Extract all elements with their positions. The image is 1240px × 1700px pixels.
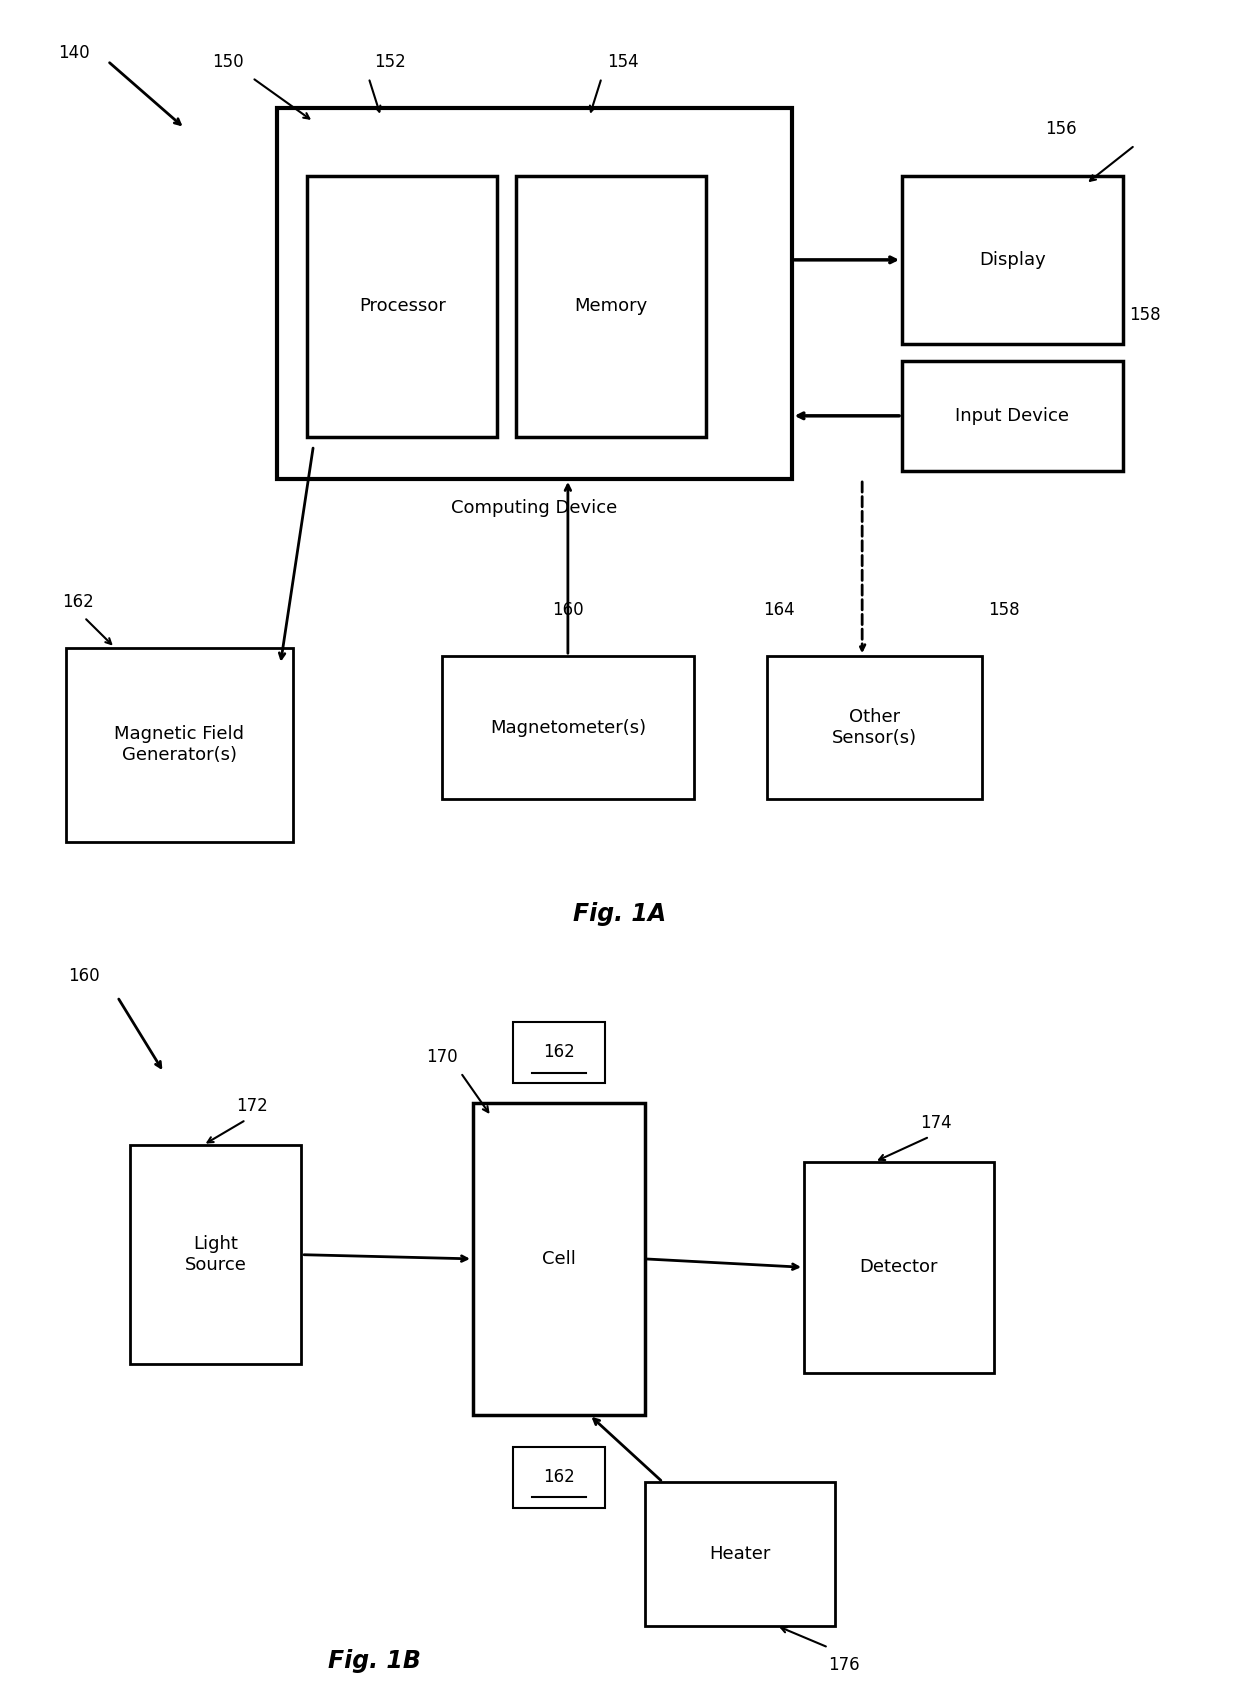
- Text: 162: 162: [62, 593, 94, 610]
- Text: 170: 170: [427, 1047, 458, 1066]
- Text: 156: 156: [1045, 121, 1078, 138]
- Text: 174: 174: [920, 1114, 951, 1132]
- Text: Fig. 1B: Fig. 1B: [329, 1649, 422, 1673]
- Text: Memory: Memory: [574, 298, 647, 314]
- Text: Other
Sensor(s): Other Sensor(s): [832, 709, 918, 748]
- Text: 158: 158: [1128, 306, 1161, 325]
- FancyBboxPatch shape: [277, 109, 791, 479]
- FancyBboxPatch shape: [129, 1146, 301, 1365]
- Text: 160: 160: [552, 602, 584, 619]
- Text: 160: 160: [68, 967, 100, 984]
- Text: 140: 140: [58, 44, 91, 61]
- Text: 158: 158: [988, 602, 1019, 619]
- FancyBboxPatch shape: [512, 1022, 605, 1083]
- FancyBboxPatch shape: [901, 175, 1122, 343]
- Text: Magnetometer(s): Magnetometer(s): [490, 719, 646, 736]
- Text: Magnetic Field
Generator(s): Magnetic Field Generator(s): [114, 726, 244, 763]
- Text: Input Device: Input Device: [955, 406, 1069, 425]
- FancyBboxPatch shape: [768, 656, 982, 799]
- Text: 176: 176: [828, 1656, 861, 1674]
- FancyBboxPatch shape: [443, 656, 693, 799]
- Text: Computing Device: Computing Device: [451, 500, 618, 517]
- FancyBboxPatch shape: [804, 1161, 994, 1372]
- FancyBboxPatch shape: [308, 175, 497, 437]
- Text: 164: 164: [764, 602, 795, 619]
- Text: Heater: Heater: [709, 1545, 770, 1562]
- FancyBboxPatch shape: [901, 360, 1122, 471]
- Text: Processor: Processor: [358, 298, 446, 314]
- FancyBboxPatch shape: [512, 1447, 605, 1508]
- Text: Light
Source: Light Source: [185, 1236, 247, 1273]
- Text: Detector: Detector: [859, 1258, 939, 1277]
- Text: 162: 162: [543, 1469, 574, 1486]
- FancyBboxPatch shape: [516, 175, 706, 437]
- Text: 150: 150: [212, 53, 243, 71]
- Text: 172: 172: [237, 1096, 268, 1115]
- Text: 162: 162: [543, 1044, 574, 1061]
- FancyBboxPatch shape: [645, 1482, 835, 1625]
- Text: Cell: Cell: [542, 1250, 575, 1268]
- FancyBboxPatch shape: [66, 648, 293, 842]
- Text: Fig. 1A: Fig. 1A: [573, 903, 667, 927]
- Text: 152: 152: [374, 53, 405, 71]
- Text: 154: 154: [608, 53, 639, 71]
- FancyBboxPatch shape: [472, 1103, 645, 1414]
- Text: Display: Display: [980, 252, 1045, 269]
